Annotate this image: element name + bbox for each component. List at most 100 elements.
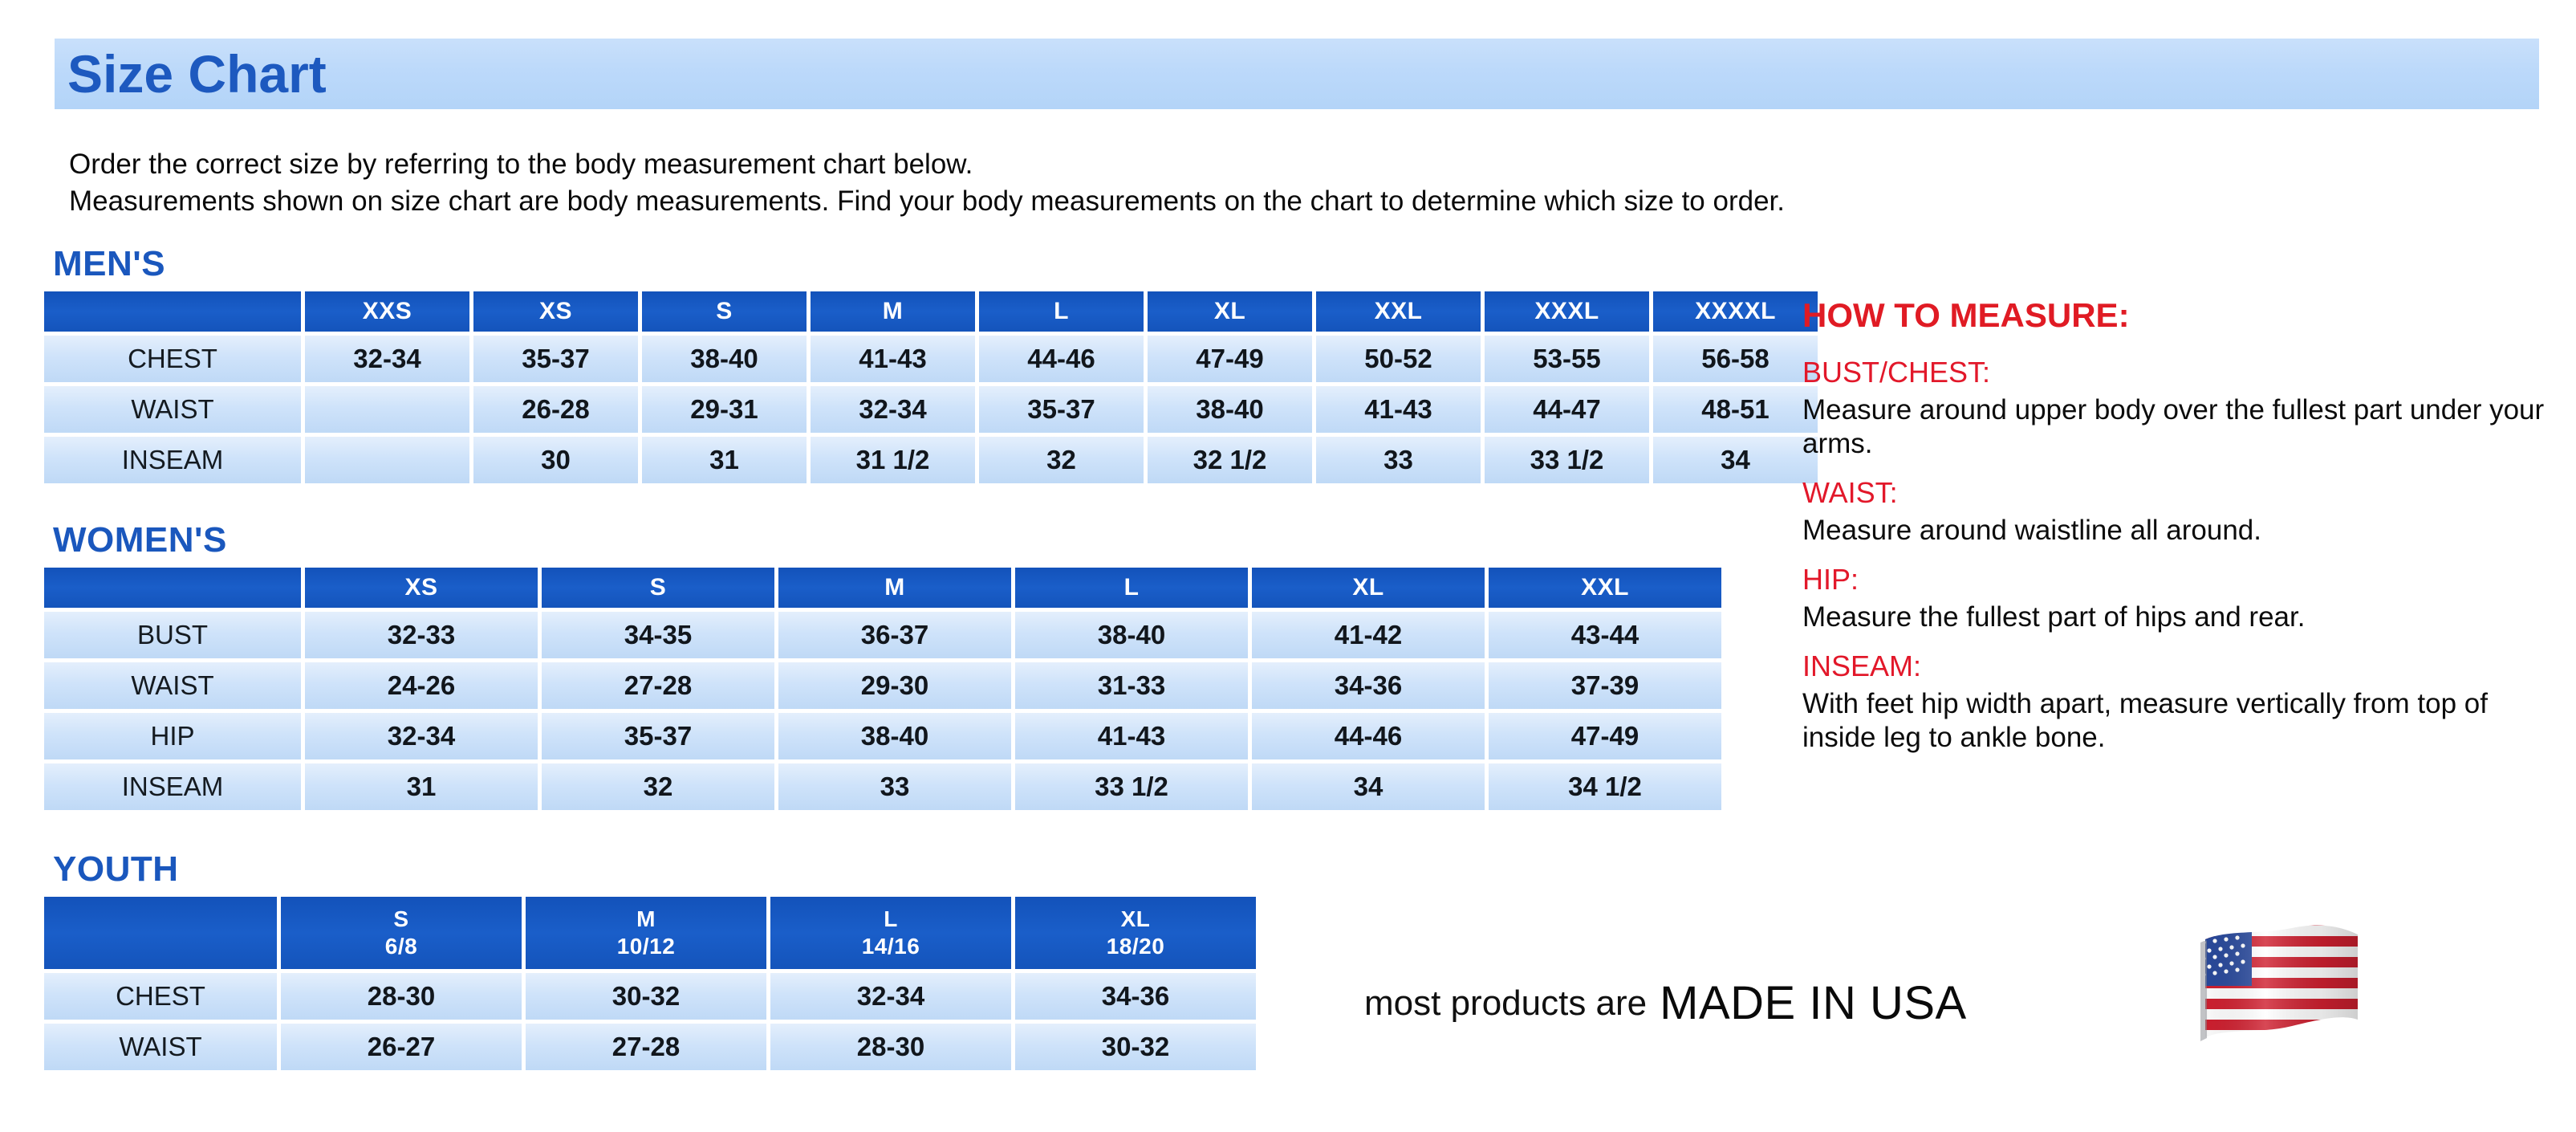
mens-waist-l: 35-37 [979, 386, 1144, 433]
mens-inseam-xxxxl: 34 [1653, 437, 1818, 483]
mens-inseam-l: 32 [979, 437, 1144, 483]
womens-row-label-waist: WAIST [44, 662, 301, 709]
womens-waist-m: 29-30 [778, 662, 1011, 709]
youth-header-corner [44, 897, 277, 969]
womens-inseam-xxl: 34 1/2 [1489, 763, 1721, 810]
how-to-measure-heading: HOW TO MEASURE: [1802, 296, 2130, 334]
womens-bust-xxl: 43-44 [1489, 612, 1721, 658]
measure-body-hip: Measure the fullest part of hips and rea… [1802, 601, 2306, 633]
womens-size-table: XS S M L XL XXL BUST 32-33 34-35 36-37 3… [40, 564, 1725, 814]
womens-header-corner [44, 568, 301, 608]
womens-header-xxl: XXL [1489, 568, 1721, 608]
womens-bust-xs: 32-33 [305, 612, 538, 658]
youth-header-m: M 10/12 [526, 897, 766, 969]
intro-line-2: Measurements shown on size chart are bod… [69, 185, 1785, 217]
mens-header-xs: XS [473, 291, 638, 332]
womens-hip-xl: 44-46 [1252, 713, 1485, 759]
mens-chest-m: 41-43 [811, 336, 975, 382]
youth-header-s: S 6/8 [281, 897, 522, 969]
youth-waist-l: 28-30 [770, 1024, 1011, 1070]
page-title: Size Chart [67, 44, 327, 104]
youth-waist-xl: 30-32 [1015, 1024, 1256, 1070]
youth-row-label-chest: CHEST [44, 973, 277, 1020]
youth-chest-s: 28-30 [281, 973, 522, 1020]
womens-hip-s: 35-37 [542, 713, 774, 759]
mens-inseam-m: 31 1/2 [811, 437, 975, 483]
table-row: HIP 32-34 35-37 38-40 41-43 44-46 47-49 [44, 713, 1721, 759]
mens-inseam-xl: 32 1/2 [1148, 437, 1312, 483]
title-banner [55, 39, 2539, 109]
youth-header-xl: XL 18/20 [1015, 897, 1256, 969]
mens-waist-xxxxl: 48-51 [1653, 386, 1818, 433]
youth-size-table: S 6/8 M 10/12 L 14/16 XL 18/20 CHEST 28-… [40, 893, 1260, 1074]
womens-row-label-inseam: INSEAM [44, 763, 301, 810]
made-in-usa-prefix: most products are [1364, 983, 1648, 1023]
youth-header-s-range: 6/8 [384, 934, 418, 959]
mens-waist-xl: 38-40 [1148, 386, 1312, 433]
made-in-usa-block: most products are MADE IN USA [1364, 976, 1967, 1030]
mens-waist-s: 29-31 [642, 386, 807, 433]
womens-header-l: L [1015, 568, 1248, 608]
table-header-row: XXS XS S M L XL XXL XXXL XXXXL [44, 291, 1818, 332]
table-row: CHEST 32-34 35-37 38-40 41-43 44-46 47-4… [44, 336, 1818, 382]
mens-row-label-inseam: INSEAM [44, 437, 301, 483]
measure-body-bust-chest: Measure around upper body over the fulle… [1802, 394, 2545, 459]
measure-term-bust-chest: BUST/CHEST: [1802, 356, 1991, 389]
intro-line-1: Order the correct size by referring to t… [69, 149, 973, 180]
mens-header-s: S [642, 291, 807, 332]
measure-term-hip: HIP: [1802, 563, 1859, 596]
mens-header-m: M [811, 291, 975, 332]
womens-bust-xl: 41-42 [1252, 612, 1485, 658]
youth-header-l-range: 14/16 [861, 934, 920, 959]
mens-chest-xxs: 32-34 [305, 336, 469, 382]
table-header-row: XS S M L XL XXL [44, 568, 1721, 608]
how-to-measure-panel: HOW TO MEASURE: BUST/CHEST: Measure arou… [1802, 295, 2557, 755]
mens-inseam-xxl: 33 [1316, 437, 1481, 483]
womens-hip-m: 38-40 [778, 713, 1011, 759]
youth-chest-l: 32-34 [770, 973, 1011, 1020]
youth-row-label-waist: WAIST [44, 1024, 277, 1070]
womens-inseam-m: 33 [778, 763, 1011, 810]
mens-waist-xs: 26-28 [473, 386, 638, 433]
mens-chest-xxl: 50-52 [1316, 336, 1481, 382]
mens-waist-xxl: 41-43 [1316, 386, 1481, 433]
measure-body-waist: Measure around waistline all around. [1802, 515, 2261, 546]
mens-row-label-waist: WAIST [44, 386, 301, 433]
womens-waist-xl: 34-36 [1252, 662, 1485, 709]
youth-header-m-size: M [636, 906, 656, 931]
mens-inseam-xxs [305, 437, 469, 483]
youth-header-m-range: 10/12 [616, 934, 676, 959]
womens-header-xs: XS [305, 568, 538, 608]
mens-header-xl: XL [1148, 291, 1312, 332]
womens-row-label-hip: HIP [44, 713, 301, 759]
womens-bust-s: 34-35 [542, 612, 774, 658]
made-in-usa-label: MADE IN USA [1660, 977, 1967, 1029]
mens-chest-s: 38-40 [642, 336, 807, 382]
womens-inseam-s: 32 [542, 763, 774, 810]
womens-bust-m: 36-37 [778, 612, 1011, 658]
table-header-row: S 6/8 M 10/12 L 14/16 XL 18/20 [44, 897, 1256, 969]
womens-row-label-bust: BUST [44, 612, 301, 658]
womens-header-s: S [542, 568, 774, 608]
intro-paragraph: Order the correct size by referring to t… [69, 146, 2525, 220]
table-row: INSEAM 30 31 31 1/2 32 32 1/2 33 33 1/2 … [44, 437, 1818, 483]
womens-inseam-xl: 34 [1252, 763, 1485, 810]
table-row: WAIST 26-28 29-31 32-34 35-37 38-40 41-4… [44, 386, 1818, 433]
mens-header-xxl: XXL [1316, 291, 1481, 332]
womens-hip-xs: 32-34 [305, 713, 538, 759]
measure-term-inseam: INSEAM: [1802, 649, 1922, 682]
mens-chest-xs: 35-37 [473, 336, 638, 382]
mens-row-label-chest: CHEST [44, 336, 301, 382]
mens-header-xxs: XXS [305, 291, 469, 332]
mens-size-table: XXS XS S M L XL XXL XXXL XXXXL CHEST 32-… [40, 287, 1822, 487]
section-label-mens: MEN'S [53, 244, 166, 283]
womens-inseam-l: 33 1/2 [1015, 763, 1248, 810]
womens-hip-xxl: 47-49 [1489, 713, 1721, 759]
youth-header-xl-size: XL [1120, 906, 1151, 931]
table-row: CHEST 28-30 30-32 32-34 34-36 [44, 973, 1256, 1020]
mens-inseam-xxxl: 33 1/2 [1485, 437, 1649, 483]
mens-header-xxxl: XXXL [1485, 291, 1649, 332]
womens-waist-xxl: 37-39 [1489, 662, 1721, 709]
womens-waist-xs: 24-26 [305, 662, 538, 709]
youth-chest-xl: 34-36 [1015, 973, 1256, 1020]
